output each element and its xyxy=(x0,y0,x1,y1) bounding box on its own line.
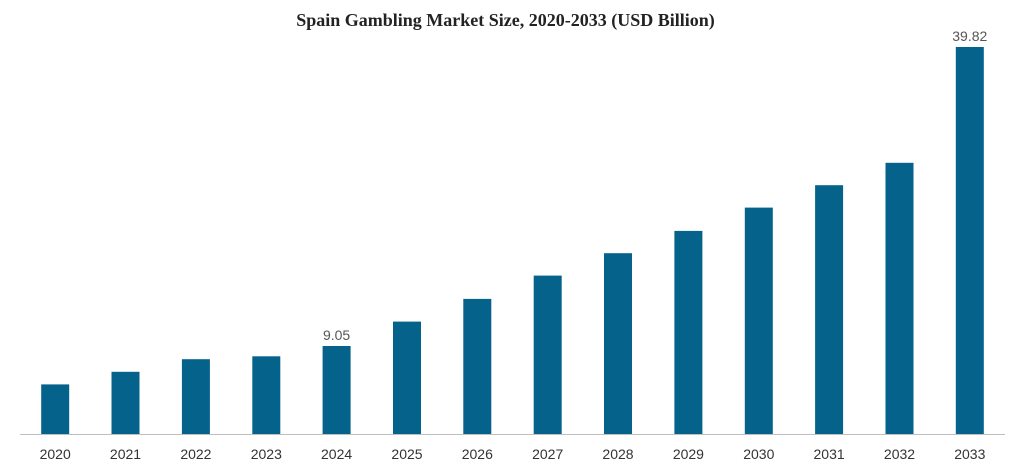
data-label-2024: 9.05 xyxy=(323,327,350,343)
x-tick-label-2021: 2021 xyxy=(110,446,141,462)
x-tick-label-2026: 2026 xyxy=(462,446,493,462)
x-tick-label-2022: 2022 xyxy=(180,446,211,462)
bar-2029 xyxy=(674,230,703,434)
x-tick-label-2033: 2033 xyxy=(954,446,985,462)
x-tick-label-2024: 2024 xyxy=(321,446,352,462)
x-tick-label-2025: 2025 xyxy=(391,446,422,462)
bar-2027 xyxy=(533,275,562,434)
bar-2026 xyxy=(463,298,492,434)
bar-2032 xyxy=(885,162,914,435)
x-tick-label-2029: 2029 xyxy=(673,446,704,462)
bar-2031 xyxy=(815,185,844,434)
bar-2030 xyxy=(744,207,773,434)
bar-2024 xyxy=(322,346,351,434)
bars-group xyxy=(41,47,984,435)
x-tick-label-2031: 2031 xyxy=(814,446,845,462)
chart-title: Spain Gambling Market Size, 2020-2033 (U… xyxy=(296,10,715,30)
bar-2021 xyxy=(111,371,140,434)
x-tick-label-2027: 2027 xyxy=(532,446,563,462)
x-tick-label-2023: 2023 xyxy=(251,446,282,462)
x-tick-label-2030: 2030 xyxy=(743,446,774,462)
x-tick-label-2020: 2020 xyxy=(40,446,71,462)
data-labels: 9.05 39.82 xyxy=(323,28,988,343)
bar-2022 xyxy=(181,359,210,434)
x-tick-label-2028: 2028 xyxy=(602,446,633,462)
bar-2020 xyxy=(41,384,70,434)
x-tick-labels: 2020 2021 2022 2023 2024 2025 2026 2027 2028 2029… xyxy=(40,446,986,462)
bar-2033 xyxy=(955,47,984,434)
x-tick-label-2032: 2032 xyxy=(884,446,915,462)
bar-2025 xyxy=(393,321,421,434)
data-label-2033: 39.82 xyxy=(952,28,987,44)
bar-2028 xyxy=(604,253,632,434)
bar-2023 xyxy=(252,356,281,434)
